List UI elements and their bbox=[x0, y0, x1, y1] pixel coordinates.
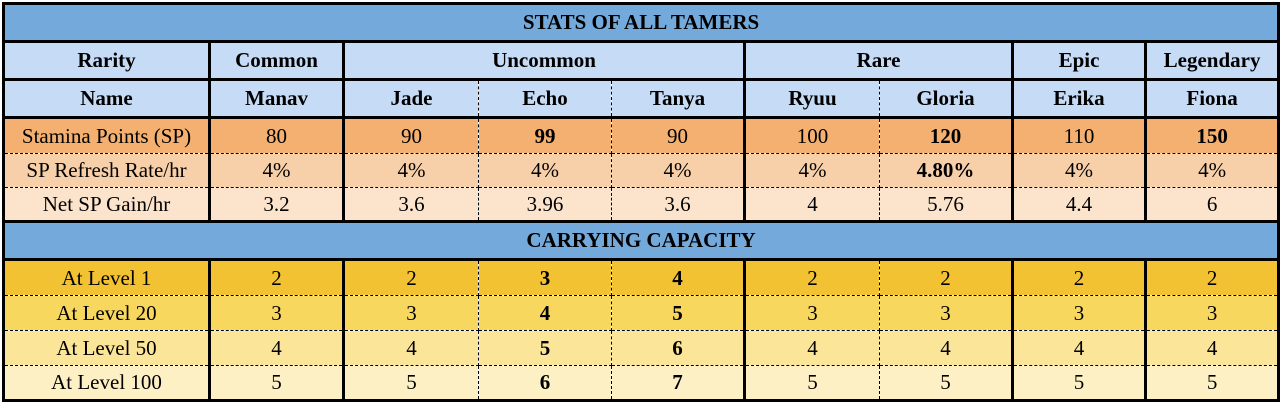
tamer-name: Ryuu bbox=[743, 79, 880, 119]
tamer-name: Fiona bbox=[1143, 79, 1280, 119]
value-cell: 4% bbox=[478, 153, 612, 188]
value-cell: 4% bbox=[208, 153, 345, 188]
rarity-common: Common bbox=[208, 40, 345, 81]
value-cell: 5 bbox=[208, 365, 345, 402]
value-cell: 2 bbox=[879, 259, 1014, 296]
value-cell: 4% bbox=[743, 153, 880, 188]
value-cell: 5 bbox=[743, 365, 880, 402]
value-cell: 5 bbox=[1011, 365, 1147, 402]
tamer-stats-table: STATS OF ALL TAMERS Rarity Common Uncomm… bbox=[1, 2, 1280, 402]
capacity-label: At Level 50 bbox=[2, 330, 211, 366]
value-cell: 4% bbox=[342, 153, 479, 188]
value-cell: 5.76 bbox=[879, 187, 1014, 223]
value-cell: 7 bbox=[611, 365, 746, 402]
value-cell: 4 bbox=[743, 187, 880, 223]
value-cell: 3.96 bbox=[478, 187, 612, 223]
value-cell: 2 bbox=[743, 259, 880, 296]
value-cell: 2 bbox=[342, 259, 479, 296]
value-cell: 4% bbox=[1011, 153, 1147, 188]
title-row: STATS OF ALL TAMERS bbox=[1, 2, 1280, 43]
value-cell: 6 bbox=[478, 365, 612, 402]
value-cell: 3.2 bbox=[208, 187, 345, 223]
stat-row-refresh: SP Refresh Rate/hr 4% 4% 4% 4% 4% 4.80% 4% 4% bbox=[2, 153, 1280, 188]
value-cell: 110 bbox=[1011, 117, 1147, 154]
value-cell: 100 bbox=[743, 117, 880, 154]
value-cell: 3.6 bbox=[611, 187, 746, 223]
value-cell: 4.4 bbox=[1011, 187, 1147, 223]
rarity-row: Rarity Common Uncommon Rare Epic Legenda… bbox=[2, 40, 1280, 81]
rarity-uncommon: Uncommon bbox=[342, 40, 746, 81]
tamer-name: Erika bbox=[1011, 79, 1147, 119]
carrying-title-row: CARRYING CAPACITY bbox=[1, 220, 1280, 261]
value-cell: 3 bbox=[478, 259, 612, 296]
value-cell: 2 bbox=[1143, 259, 1280, 296]
value-cell: 120 bbox=[879, 117, 1014, 154]
value-cell: 150 bbox=[1143, 117, 1280, 154]
name-row-label: Name bbox=[2, 79, 211, 119]
rarity-epic: Epic bbox=[1011, 40, 1147, 81]
capacity-label: At Level 100 bbox=[2, 365, 211, 402]
value-cell: 2 bbox=[1011, 259, 1147, 296]
capacity-label: At Level 20 bbox=[2, 295, 211, 331]
value-cell: 4% bbox=[1143, 153, 1280, 188]
value-cell: 80 bbox=[208, 117, 345, 154]
value-cell: 4% bbox=[611, 153, 746, 188]
value-cell: 4 bbox=[1143, 330, 1280, 366]
value-cell: 3 bbox=[1143, 295, 1280, 331]
value-cell: 5 bbox=[611, 295, 746, 331]
rarity-legendary: Legendary bbox=[1143, 40, 1280, 81]
stat-label: Stamina Points (SP) bbox=[2, 117, 211, 154]
stat-label: SP Refresh Rate/hr bbox=[2, 153, 211, 188]
value-cell: 3 bbox=[342, 295, 479, 331]
value-cell: 5 bbox=[478, 330, 612, 366]
value-cell: 6 bbox=[611, 330, 746, 366]
value-cell: 3 bbox=[208, 295, 345, 331]
value-cell: 90 bbox=[342, 117, 479, 154]
value-cell: 4 bbox=[879, 330, 1014, 366]
value-cell: 5 bbox=[342, 365, 479, 402]
value-cell: 5 bbox=[879, 365, 1014, 402]
value-cell: 4 bbox=[342, 330, 479, 366]
tamer-name: Manav bbox=[208, 79, 345, 119]
rarity-row-label: Rarity bbox=[2, 40, 211, 81]
value-cell: 4 bbox=[611, 259, 746, 296]
tamer-name: Tanya bbox=[611, 79, 746, 119]
value-cell: 3 bbox=[743, 295, 880, 331]
value-cell: 3 bbox=[1011, 295, 1147, 331]
value-cell: 4.80% bbox=[879, 153, 1014, 188]
value-cell: 99 bbox=[478, 117, 612, 154]
tamer-name: Echo bbox=[478, 79, 612, 119]
value-cell: 90 bbox=[611, 117, 746, 154]
value-cell: 4 bbox=[478, 295, 612, 331]
value-cell: 5 bbox=[1143, 365, 1280, 402]
tamer-name: Gloria bbox=[879, 79, 1014, 119]
value-cell: 4 bbox=[208, 330, 345, 366]
stat-row-stamina: Stamina Points (SP) 80 90 99 90 100 120 110 150 bbox=[2, 117, 1280, 154]
carrying-capacity-title: CARRYING CAPACITY bbox=[1, 220, 1280, 261]
capacity-label: At Level 1 bbox=[2, 259, 211, 296]
stat-label: Net SP Gain/hr bbox=[2, 187, 211, 223]
tamer-name: Jade bbox=[342, 79, 479, 119]
stat-row-net-gain: Net SP Gain/hr 3.2 3.6 3.96 3.6 4 5.76 4.4 6 bbox=[2, 187, 1280, 223]
value-cell: 2 bbox=[208, 259, 345, 296]
rarity-rare: Rare bbox=[743, 40, 1014, 81]
value-cell: 3 bbox=[879, 295, 1014, 331]
value-cell: 3.6 bbox=[342, 187, 479, 223]
value-cell: 4 bbox=[1011, 330, 1147, 366]
name-row: Name Manav Jade Echo Tanya Ryuu Gloria E… bbox=[2, 79, 1280, 119]
table-title: STATS OF ALL TAMERS bbox=[1, 2, 1280, 43]
value-cell: 4 bbox=[743, 330, 880, 366]
value-cell: 6 bbox=[1143, 187, 1280, 223]
